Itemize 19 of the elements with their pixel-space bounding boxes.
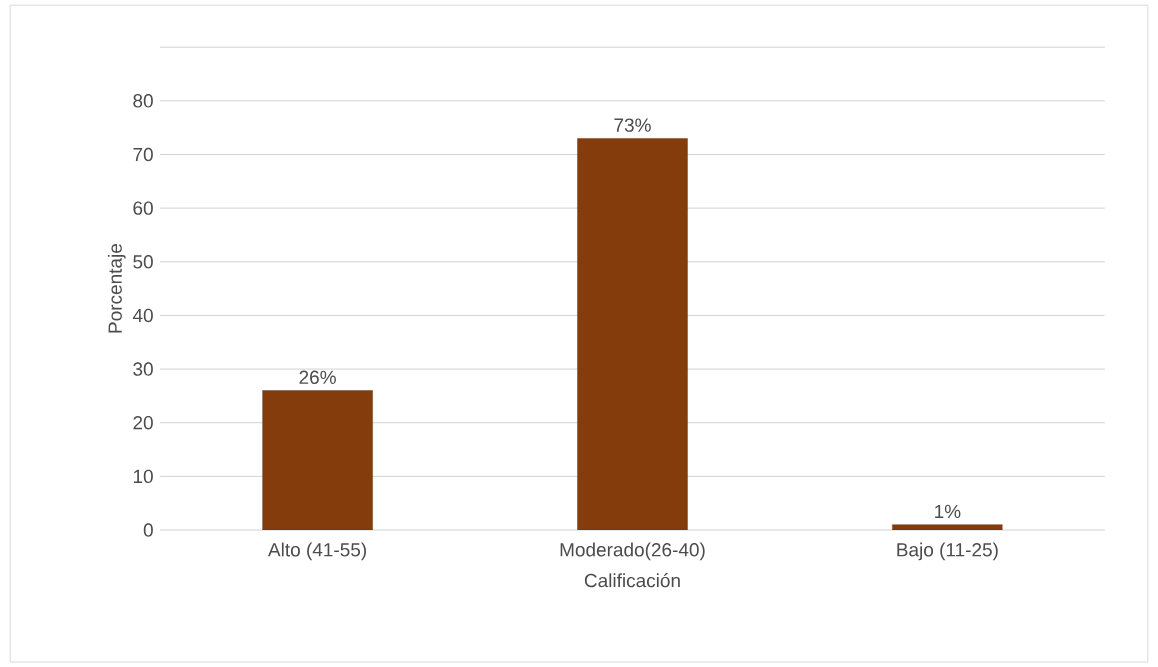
x-tick-label: Moderado(26-40) [560, 542, 705, 561]
x-axis-title: Calificación [584, 573, 680, 588]
data-label: 1% [935, 504, 961, 519]
y-tick-label: 40 [132, 308, 153, 323]
y-tick-label: 50 [133, 254, 153, 269]
y-tick-label: 30 [133, 362, 153, 376]
y-tick-label: 70 [133, 147, 153, 162]
bar [262, 390, 373, 530]
y-axis-title: Porcentaje [107, 243, 126, 333]
y-tick-label: 80 [133, 94, 153, 108]
bar [577, 138, 688, 530]
data-label: 73% [614, 118, 651, 132]
y-tick-label: 20 [133, 415, 153, 430]
x-tick-label: Bajo (11-25) [897, 542, 998, 561]
y-tick-label: 60 [133, 201, 153, 215]
x-tick-label: Alto (41-55) [268, 542, 366, 561]
y-tick-label: 0 [143, 523, 153, 537]
y-tick-label: 10 [133, 469, 153, 484]
data-label: 26% [299, 370, 336, 384]
